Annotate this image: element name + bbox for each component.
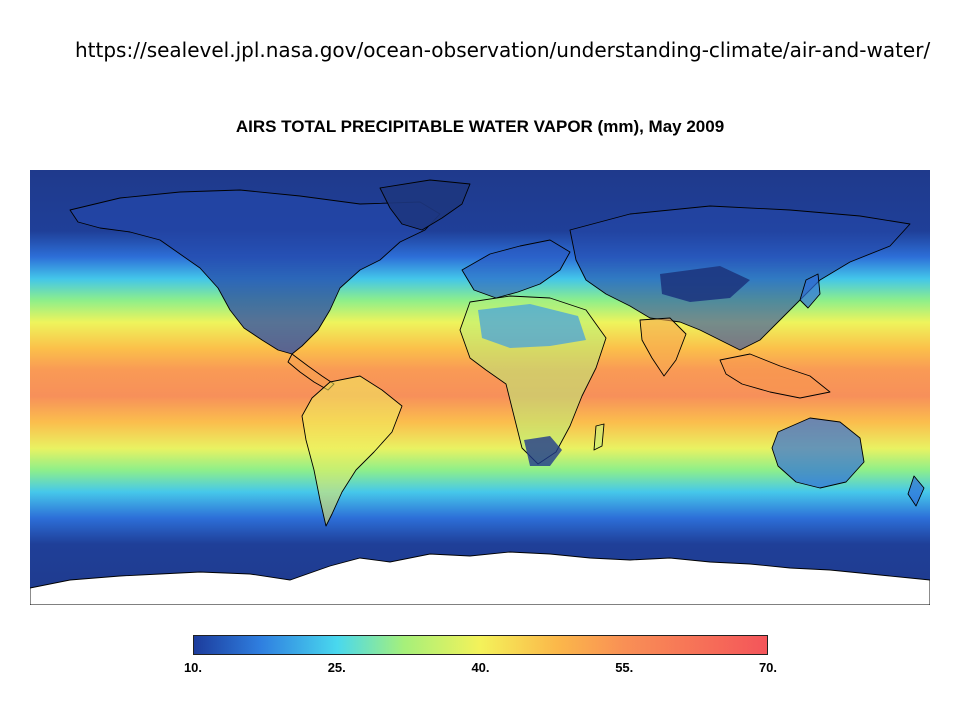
madagascar xyxy=(593,423,605,451)
water-vapor-map xyxy=(30,170,930,605)
india xyxy=(639,317,687,377)
source-url[interactable]: https://sealevel.jpl.nasa.gov/ocean-obse… xyxy=(75,38,931,62)
colorbar-strip xyxy=(193,635,768,655)
southern-africa-dry-region xyxy=(524,436,562,466)
japan xyxy=(799,273,821,309)
sahara-dry-region xyxy=(478,304,586,348)
colorbar-tick-label: 10. xyxy=(183,660,203,675)
greenland xyxy=(379,179,471,231)
colorbar-tick-label: 40. xyxy=(471,660,490,675)
colorbar-tick-label: 70. xyxy=(758,660,778,675)
new-zealand xyxy=(907,475,925,507)
colorbar-tick-label: 25. xyxy=(327,660,346,675)
colorbar xyxy=(193,635,768,657)
central-asia-dry-region xyxy=(660,266,750,302)
map-title: AIRS TOTAL PRECIPITABLE WATER VAPOR (mm)… xyxy=(235,117,725,136)
southeast-asia-islands xyxy=(719,353,831,399)
antarctica xyxy=(30,551,930,605)
australia xyxy=(771,417,865,489)
europe xyxy=(461,239,571,299)
colorbar-tick-label: 55. xyxy=(615,660,634,675)
map-svg xyxy=(30,170,930,605)
north-america xyxy=(69,189,441,355)
land-masses xyxy=(69,179,925,527)
south-america xyxy=(301,375,403,527)
